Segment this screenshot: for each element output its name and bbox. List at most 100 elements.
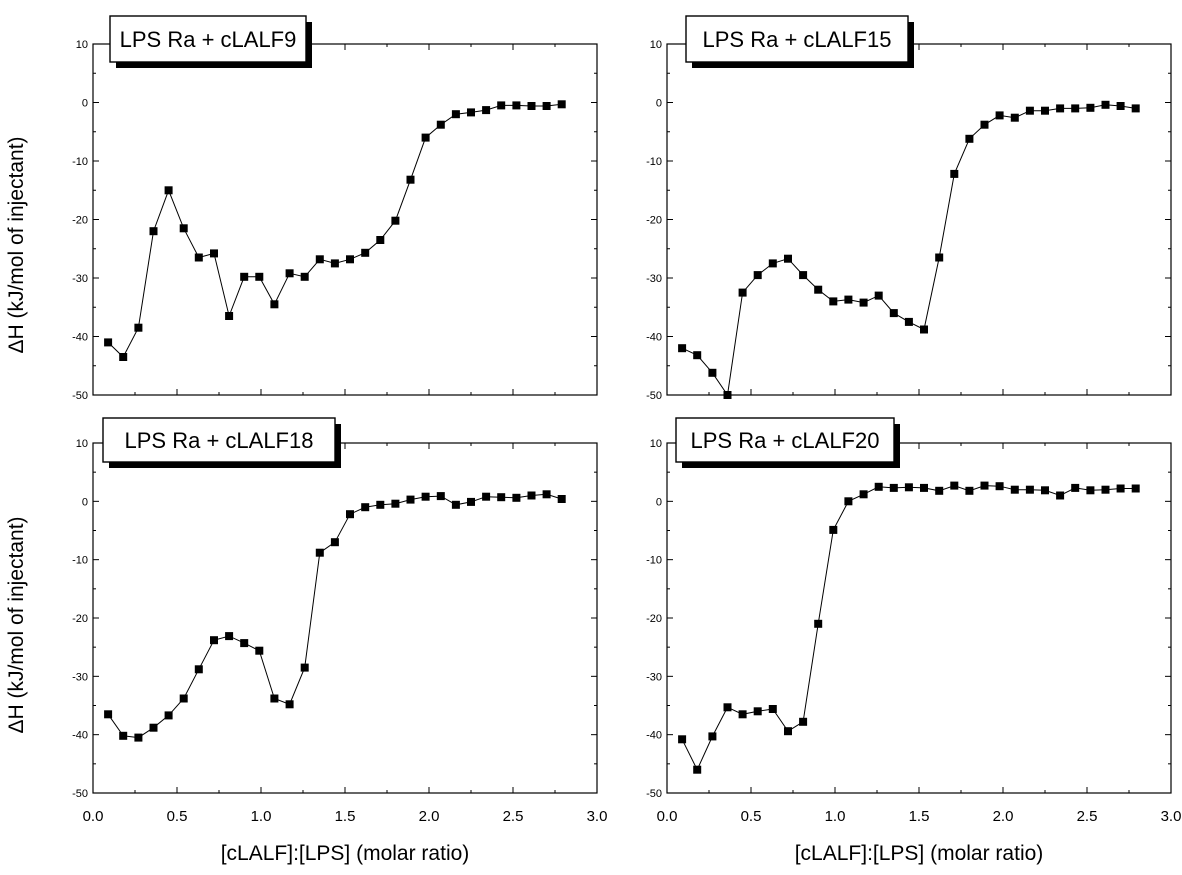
y-tick-label: -30 — [72, 671, 88, 683]
y-tick-label: -40 — [646, 730, 662, 742]
data-point — [1010, 113, 1019, 122]
y-tick-label: -20 — [72, 215, 88, 227]
data-point — [965, 134, 974, 143]
data-point — [799, 271, 808, 280]
x-tick-label: 3.0 — [587, 808, 608, 825]
data-point — [678, 735, 687, 744]
data-point — [874, 482, 883, 491]
data-point — [965, 486, 974, 495]
data-point — [708, 368, 717, 377]
y-tick-label: 10 — [650, 438, 662, 450]
data-point — [527, 102, 536, 110]
data-point — [799, 717, 808, 726]
data-point — [1056, 104, 1065, 113]
data-point — [678, 344, 687, 353]
data-point — [134, 323, 143, 332]
y-tick-label: 0 — [82, 98, 88, 110]
y-tick-label: -50 — [646, 390, 662, 402]
data-point — [164, 186, 173, 195]
data-point — [935, 253, 944, 262]
data-point — [1041, 106, 1049, 115]
data-point — [557, 495, 566, 503]
data-point — [376, 236, 385, 244]
y-tick-label: -30 — [646, 671, 662, 683]
data-point — [904, 317, 913, 326]
data-point — [980, 481, 989, 490]
y-tick-label: -30 — [646, 273, 662, 285]
data-point — [1010, 485, 1019, 494]
y-tick-label: -50 — [72, 390, 88, 402]
data-point — [406, 175, 415, 184]
data-point — [451, 110, 460, 119]
x-tick-label: 0.5 — [741, 808, 762, 825]
data-point — [1101, 100, 1110, 109]
plot-frame — [92, 442, 598, 794]
data-point — [512, 101, 521, 110]
data-point — [542, 102, 551, 110]
data-point — [723, 703, 732, 712]
data-point — [210, 249, 218, 258]
data-point — [255, 272, 264, 281]
data-point — [315, 255, 324, 264]
y-tick-label: -20 — [646, 613, 662, 625]
x-tick-label: 1.5 — [335, 808, 356, 825]
y-tick-label: -10 — [72, 555, 88, 567]
chart-title: LPS Ra + cLALF20 — [691, 428, 880, 453]
data-point — [1116, 484, 1125, 493]
x-tick-label: 2.5 — [503, 808, 524, 825]
x-tick-label: 1.0 — [251, 808, 272, 825]
data-point — [920, 483, 928, 492]
data-point — [1025, 485, 1034, 494]
y-tick-label: -10 — [646, 156, 662, 168]
y-tick-label: 0 — [656, 496, 662, 508]
chart-panel-4: 10 0 -10 -20 -30 -40 -50 0.0 0.5 1.0 1.5 2.0 2.5 3.0 L… — [646, 417, 1181, 865]
data-point — [240, 639, 249, 648]
data-point — [391, 499, 400, 508]
data-point — [467, 497, 475, 506]
data-point — [693, 765, 702, 774]
data-point — [1116, 102, 1125, 110]
data-point — [859, 490, 868, 499]
title-box — [102, 417, 336, 463]
y-tick-label: -40 — [72, 730, 88, 742]
data-point — [300, 272, 309, 281]
y-tick-label: 10 — [76, 39, 88, 51]
data-point — [346, 510, 354, 519]
title-box — [685, 15, 909, 63]
series-line — [107, 103, 562, 358]
x-tick-label: 0.0 — [83, 808, 104, 825]
data-point — [451, 500, 460, 509]
data-point — [1086, 486, 1095, 495]
data-point — [179, 694, 188, 703]
data-point — [829, 297, 838, 306]
data-point — [391, 216, 400, 225]
data-point — [829, 525, 838, 534]
data-point — [149, 227, 158, 236]
data-point — [889, 309, 898, 318]
y-tick-label: -30 — [72, 273, 88, 285]
y-axis-label: ΔH (kJ/mol of injectant) — [5, 136, 28, 353]
data-point — [270, 694, 279, 703]
data-point — [497, 493, 506, 502]
title-box — [675, 417, 895, 463]
data-point — [361, 503, 370, 512]
data-point — [1131, 484, 1140, 493]
data-point — [512, 493, 521, 502]
data-point — [315, 548, 324, 557]
y-tick-label: -40 — [646, 332, 662, 344]
y-tick-label: -50 — [72, 788, 88, 800]
x-tick-label: 2.0 — [993, 808, 1014, 825]
data-point — [361, 248, 370, 257]
y-tick-label: -20 — [72, 613, 88, 625]
data-point — [859, 298, 868, 307]
data-point — [1056, 491, 1065, 500]
chart-title: LPS Ra + cLALF18 — [125, 428, 314, 453]
y-tick-label: -10 — [72, 156, 88, 168]
data-point — [119, 353, 128, 361]
y-tick-label: -50 — [646, 788, 662, 800]
data-point — [1131, 104, 1140, 113]
chart-panel-2: 10 0 -10 -20 -30 -40 -50 LPS Ra + cLALF15 — [646, 15, 1172, 402]
data-point — [557, 100, 566, 109]
data-point — [194, 665, 203, 674]
